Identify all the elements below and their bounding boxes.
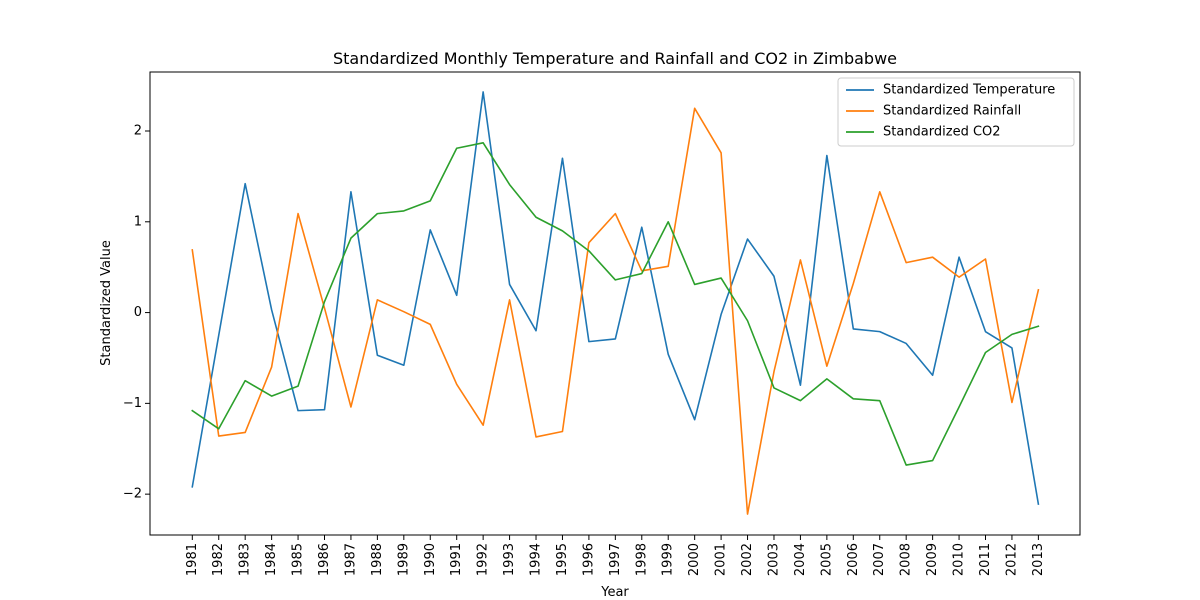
- y-tick-label: 2: [134, 124, 142, 139]
- series-layer: [191, 91, 1040, 515]
- y-tick-label: −1: [123, 396, 142, 411]
- x-tick-label: 1995: [555, 543, 570, 576]
- legend-label: Standardized Rainfall: [883, 104, 1021, 119]
- x-tick-label: 2013: [1031, 543, 1046, 576]
- chart-title: Standardized Monthly Temperature and Rai…: [333, 49, 897, 68]
- x-tick-label: 1994: [529, 543, 544, 576]
- series-line-standardized-temperature: [191, 91, 1040, 506]
- x-tick-label: 2000: [687, 543, 702, 576]
- x-tick-label: 2005: [819, 543, 834, 576]
- x-tick-label: 1991: [449, 543, 464, 576]
- y-axis: −2 −1 0 1 2: [123, 124, 150, 502]
- x-tick-label: 2012: [1004, 543, 1019, 576]
- x-tick-label: 2002: [740, 543, 755, 576]
- legend: Standardized Temperature Standardized Rai…: [837, 77, 1075, 147]
- legend-box: [837, 77, 1075, 147]
- x-tick-label: 2009: [925, 543, 940, 576]
- x-tick-label: 1987: [343, 543, 358, 576]
- x-tick-label: 1999: [661, 543, 676, 576]
- y-tick-label: 1: [134, 214, 142, 229]
- series-line-standardized-co2: [191, 142, 1040, 466]
- plot-area: [149, 71, 1081, 536]
- x-tick-label: 1988: [370, 543, 385, 576]
- series-line-standardized-rainfall: [191, 107, 1040, 515]
- x-tick-label: 1983: [238, 543, 253, 576]
- x-tick-label: 2001: [714, 543, 729, 576]
- legend-label: Standardized Temperature: [883, 83, 1055, 98]
- x-tick-label: 1985: [291, 543, 306, 576]
- x-tick-label: 1984: [264, 543, 279, 576]
- x-tick-label: 2006: [846, 543, 861, 576]
- y-tick-label: −2: [123, 487, 142, 502]
- y-axis-label: Standardized Value: [99, 240, 114, 366]
- x-tick-label: 1982: [211, 543, 226, 576]
- x-tick-label: 1986: [317, 543, 332, 576]
- x-tick-label: 1998: [634, 543, 649, 576]
- y-tick-label: 0: [134, 305, 142, 320]
- x-tick-label: 1997: [608, 543, 623, 576]
- x-axis-label: Year: [600, 585, 629, 600]
- x-tick-label: 2004: [793, 543, 808, 576]
- x-tick-label: 2003: [766, 543, 781, 576]
- x-tick-label: 2008: [899, 543, 914, 576]
- x-tick-label: 2007: [872, 543, 887, 576]
- x-tick-label: 2010: [952, 543, 967, 576]
- x-tick-label: 1996: [581, 543, 596, 576]
- x-tick-label: 1990: [423, 543, 438, 576]
- x-tick-label: 1989: [396, 543, 411, 576]
- legend-label: Standardized CO2: [883, 125, 1001, 140]
- x-tick-label: 1981: [185, 543, 200, 576]
- x-tick-label: 2011: [978, 543, 993, 576]
- x-tick-label: 1993: [502, 543, 517, 576]
- x-axis: 1981 1982 1983 1984 1985 1986 1987 1988 1989 1990…: [185, 535, 1046, 576]
- x-tick-label: 1992: [476, 543, 491, 576]
